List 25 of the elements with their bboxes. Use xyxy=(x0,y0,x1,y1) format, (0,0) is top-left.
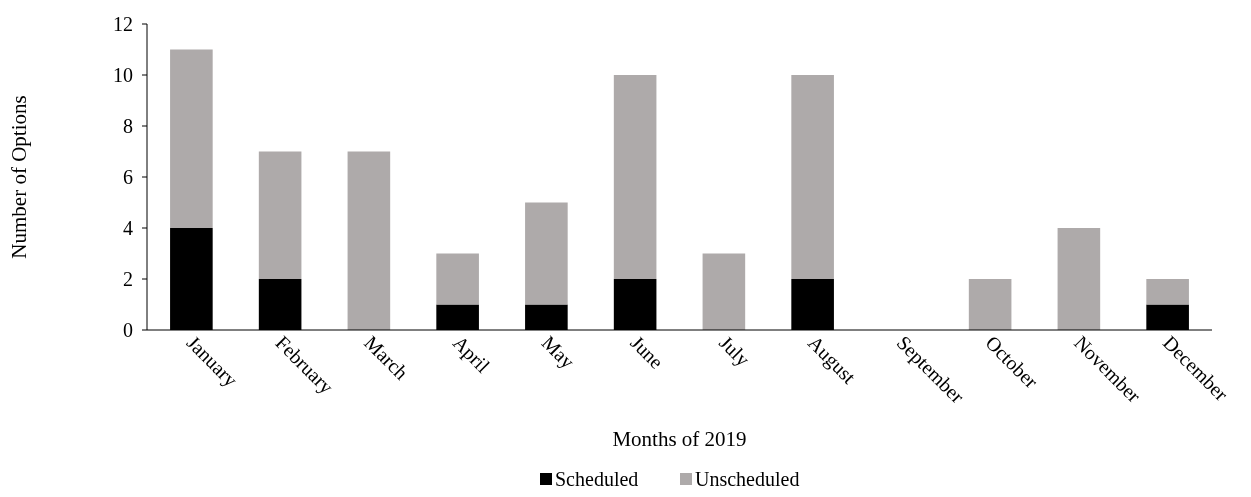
bar xyxy=(170,49,213,228)
bar xyxy=(702,253,746,330)
y-tick-label: 4 xyxy=(123,217,133,239)
bar xyxy=(791,75,834,279)
x-tick-label: July xyxy=(714,331,755,372)
y-tick-label: 8 xyxy=(123,115,133,137)
x-tick-label: June xyxy=(626,331,668,373)
bar xyxy=(258,151,302,279)
y-axis-title: Number of Options xyxy=(7,95,31,259)
bar xyxy=(347,151,391,330)
legend-label: Unscheduled xyxy=(695,468,800,490)
y-tick-label: 6 xyxy=(123,166,133,188)
x-axis-title: Months of 2019 xyxy=(612,427,747,451)
bar xyxy=(1146,279,1189,305)
legend-label: Scheduled xyxy=(555,468,639,490)
y-tick-label: 10 xyxy=(113,64,133,86)
x-tick-label: May xyxy=(536,331,580,374)
y-tick-label: 12 xyxy=(113,13,133,35)
y-tick-label: 0 xyxy=(123,319,133,341)
bar xyxy=(436,253,479,305)
bar xyxy=(1057,228,1101,330)
bar xyxy=(525,202,568,305)
bar xyxy=(968,279,1012,330)
bar xyxy=(613,75,657,279)
y-tick-label: 2 xyxy=(123,268,133,290)
